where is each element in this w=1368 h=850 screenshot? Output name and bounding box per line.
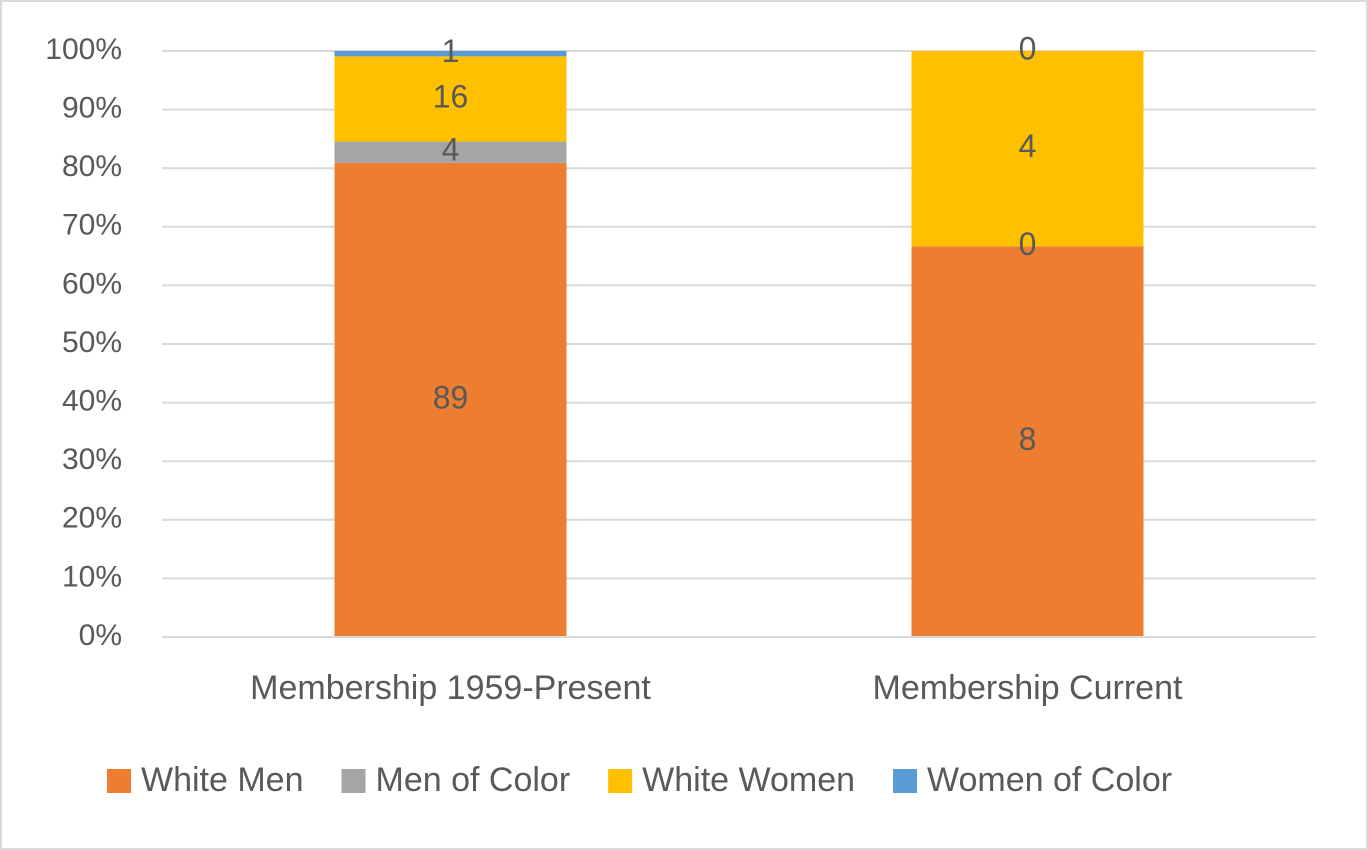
legend-label: White Women bbox=[642, 761, 855, 799]
y-tick-label: 0% bbox=[79, 619, 122, 652]
data-label: 0 bbox=[1019, 30, 1037, 66]
legend-label: Women of Color bbox=[927, 761, 1172, 799]
y-tick-label: 90% bbox=[62, 92, 122, 125]
data-label: 8 bbox=[1019, 421, 1037, 457]
legend-swatch bbox=[107, 769, 131, 793]
y-tick-label: 70% bbox=[62, 209, 122, 242]
bar-segment bbox=[334, 56, 567, 142]
y-tick-label: 50% bbox=[62, 326, 122, 359]
data-label: 16 bbox=[433, 78, 469, 114]
legend-swatch bbox=[341, 769, 366, 793]
legend-swatch bbox=[608, 769, 633, 793]
y-tick-label: 60% bbox=[62, 267, 122, 300]
bar-segment bbox=[911, 246, 1144, 638]
bar-segment bbox=[911, 51, 1144, 247]
legend-label: Men of Color bbox=[376, 761, 571, 799]
x-tick-label: Membership 1959-Present bbox=[250, 669, 651, 707]
legend-label: White Men bbox=[141, 761, 304, 799]
y-tick-label: 80% bbox=[62, 150, 122, 183]
bar-segment bbox=[334, 162, 567, 637]
legend-swatch bbox=[893, 769, 918, 793]
data-label: 4 bbox=[442, 132, 460, 168]
y-tick-label: 20% bbox=[62, 502, 122, 535]
y-tick-label: 100% bbox=[45, 33, 122, 66]
bar-segment bbox=[334, 141, 567, 163]
data-label: 0 bbox=[1019, 226, 1037, 262]
x-tick-label: Membership Current bbox=[873, 669, 1183, 707]
y-tick-label: 10% bbox=[62, 560, 122, 593]
data-label: 4 bbox=[1019, 128, 1037, 164]
data-label: 1 bbox=[442, 33, 460, 69]
bar-segment bbox=[334, 51, 567, 57]
data-label: 89 bbox=[433, 379, 469, 415]
y-tick-label: 40% bbox=[62, 385, 122, 418]
y-tick-label: 30% bbox=[62, 443, 122, 476]
